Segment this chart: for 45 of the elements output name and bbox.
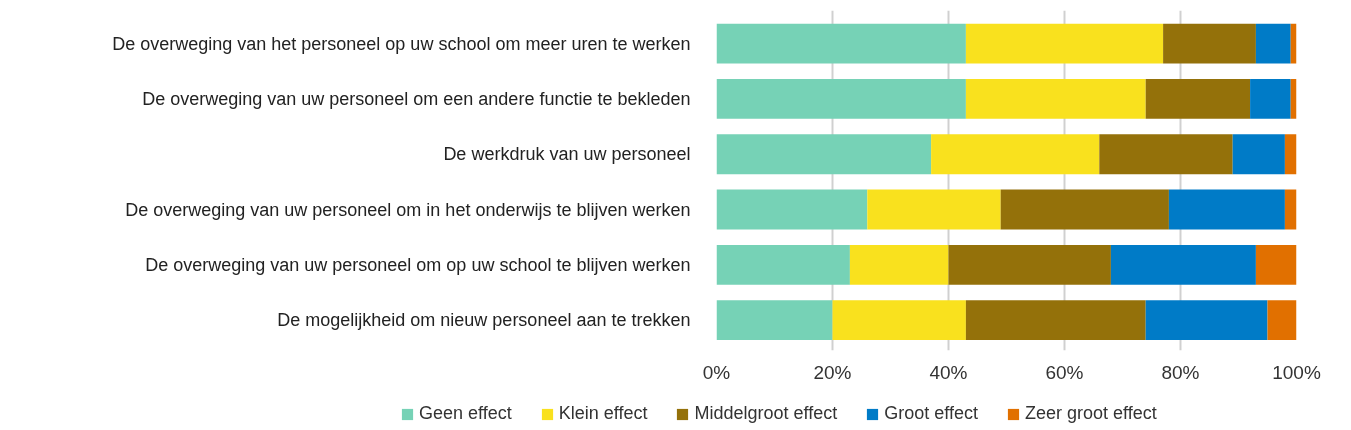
bar: [1110, 244, 1256, 285]
x-tick-label: 80%: [1161, 361, 1200, 383]
y-tick-label: De overweging van uw personeel om op uw school te blijven werken: [145, 254, 691, 275]
bar: [716, 79, 966, 119]
y-tick-label: De overweging van het personeel op uw school om meer uren te werken: [112, 33, 691, 54]
bar: [1000, 189, 1169, 230]
bar: [1250, 79, 1291, 119]
bar: [716, 244, 850, 285]
x-tick-label: 20%: [813, 361, 852, 383]
bar: [1163, 23, 1256, 64]
bar: [1284, 189, 1297, 230]
y-tick-label: De mogelijkheid om nieuw personeel aan te trekken: [277, 310, 691, 331]
bar: [867, 189, 1001, 230]
bar: [965, 79, 1146, 119]
legend-label: Klein effect: [558, 403, 648, 424]
legend-label: Middelgroot effect: [694, 403, 838, 424]
bar: [849, 244, 949, 285]
bar: [965, 23, 1164, 64]
legend-label: Groot effect: [884, 403, 978, 424]
legend-label: Geen effect: [419, 403, 512, 424]
bar: [716, 134, 932, 175]
bar: [1284, 134, 1297, 175]
bar: [716, 300, 833, 340]
bar: [1168, 189, 1285, 230]
y-tick-label: De overweging van uw personeel om in het onderwijs te blijven werken: [125, 199, 691, 220]
bar: [948, 244, 1111, 285]
legend-label: Zeer groot effect: [1024, 403, 1157, 424]
bar: [832, 300, 966, 340]
y-tick-label: De werkdruk van uw personeel: [443, 144, 691, 165]
bar: [716, 23, 966, 64]
bar: [1145, 79, 1251, 119]
bar: [931, 134, 1100, 175]
y-tick-label: De overweging van uw personeel om een andere functie te bekleden: [142, 88, 691, 109]
x-tick-label: 100%: [1272, 361, 1321, 383]
bar: [1255, 244, 1297, 285]
bar: [1099, 134, 1233, 175]
x-tick-label: 40%: [929, 361, 968, 383]
bar: [1267, 300, 1297, 340]
x-tick-label: 60%: [1045, 361, 1084, 383]
bar: [1255, 23, 1291, 64]
bar: [965, 300, 1146, 340]
bar: [1145, 300, 1268, 340]
bar: [716, 189, 868, 230]
x-tick-label: 0%: [702, 361, 731, 383]
bar: [1232, 134, 1285, 175]
